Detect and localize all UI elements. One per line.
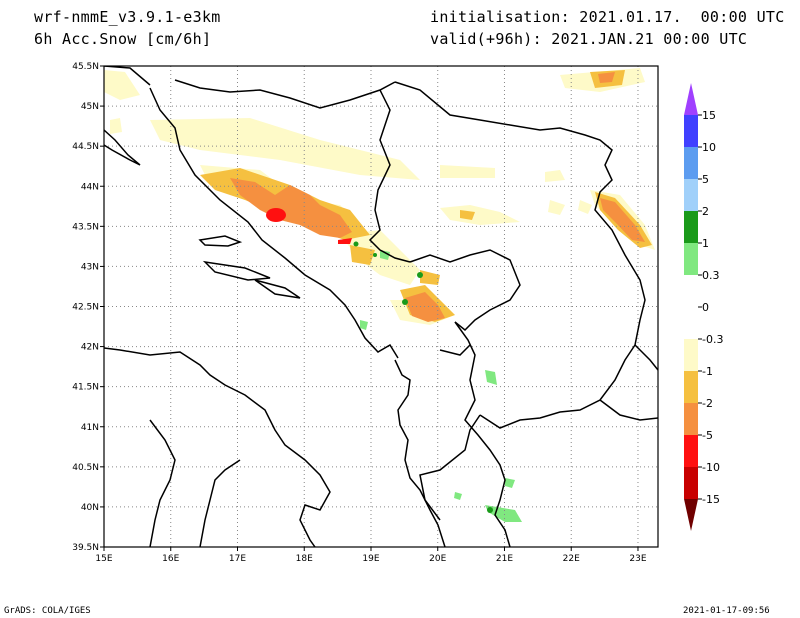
lat-label: 43N — [81, 262, 99, 272]
valid-time: valid(+96h): 2021.JAN.21 00:00 UTC — [430, 30, 748, 48]
lat-label: 45N — [81, 102, 99, 112]
lat-label: 41N — [81, 423, 99, 433]
colorbar-label: 5 — [702, 173, 709, 186]
colorbar-segment — [684, 435, 698, 467]
latitude-labels: 45.5N 45N 44.5N 44N 43.5N 43N 42.5N 42N 41.5N 41N… — [72, 62, 104, 553]
colorbar-label: 2 — [702, 205, 709, 218]
lat-label: 42N — [81, 343, 99, 353]
colorbar-label: 0 — [702, 301, 709, 314]
colorbar-label: -2 — [702, 397, 713, 410]
colorbar-segment — [684, 403, 698, 435]
colorbar-segment — [684, 307, 698, 339]
lat-label: 39.5N — [72, 543, 99, 553]
colorbar-segment — [684, 147, 698, 179]
lat-label: 42.5N — [72, 303, 99, 313]
map-grid — [104, 66, 658, 547]
footer-credit: GrADS: COLA/IGES — [4, 606, 91, 616]
lat-label: 43.5N — [72, 222, 99, 232]
colorbar-label: -10 — [702, 461, 720, 474]
coastlines-borders — [104, 66, 658, 547]
colorbar-label: 0.3 — [702, 269, 720, 282]
colorbar-segment — [684, 211, 698, 243]
lon-label: 19E — [362, 554, 379, 564]
snow-very-heavy-areas — [266, 208, 352, 244]
initialisation-time: initialisation: 2021.01.17. 00:00 UTC — [430, 8, 785, 26]
colorbar-segment — [684, 275, 698, 307]
lon-label: 21E — [496, 554, 513, 564]
colorbar-bottom-arrow — [684, 499, 698, 531]
model-title: wrf-nmmE_v3.9.1-e3km — [34, 8, 221, 26]
lon-label: 17E — [229, 554, 246, 564]
lon-label: 18E — [296, 554, 313, 564]
snow-positive-areas — [360, 250, 522, 522]
colorbar-labels: 15 10 5 2 1 0.3 0 -0.3 -1 -2 -5 -10 -15 — [698, 109, 723, 506]
lat-label: 40.5N — [72, 463, 99, 473]
lon-label: 22E — [563, 554, 580, 564]
lat-label: 41.5N — [72, 383, 99, 393]
lon-label: 20E — [429, 554, 446, 564]
footer-timestamp: 2021-01-17-09:56 — [683, 606, 770, 616]
colorbar-top-arrow — [684, 83, 698, 115]
lat-label: 40N — [81, 503, 99, 513]
colorbar-label: -1 — [702, 365, 713, 378]
colorbar-label: -15 — [702, 493, 720, 506]
colorbar-segment — [684, 115, 698, 147]
lat-label: 45.5N — [72, 62, 99, 72]
colorbar-label: 15 — [702, 109, 716, 122]
colorbar — [684, 83, 698, 531]
colorbar-segment — [684, 243, 698, 275]
colorbar-segment — [684, 371, 698, 403]
snow-field — [104, 68, 655, 522]
colorbar-label: 10 — [702, 141, 716, 154]
colorbar-segment — [684, 179, 698, 211]
colorbar-segment — [684, 339, 698, 371]
field-title: 6h Acc.Snow [cm/6h] — [34, 30, 212, 48]
colorbar-label: -5 — [702, 429, 713, 442]
longitude-labels: 15E 16E 17E 18E 19E 20E 21E 22E 23E — [95, 547, 647, 564]
colorbar-label: -0.3 — [702, 333, 723, 346]
colorbar-label: 1 — [702, 237, 709, 250]
colorbar-segment — [684, 467, 698, 499]
lat-label: 44.5N — [72, 142, 99, 152]
lon-label: 16E — [162, 554, 179, 564]
lon-label: 15E — [95, 554, 112, 564]
lon-label: 23E — [629, 554, 646, 564]
lat-label: 44N — [81, 182, 99, 192]
